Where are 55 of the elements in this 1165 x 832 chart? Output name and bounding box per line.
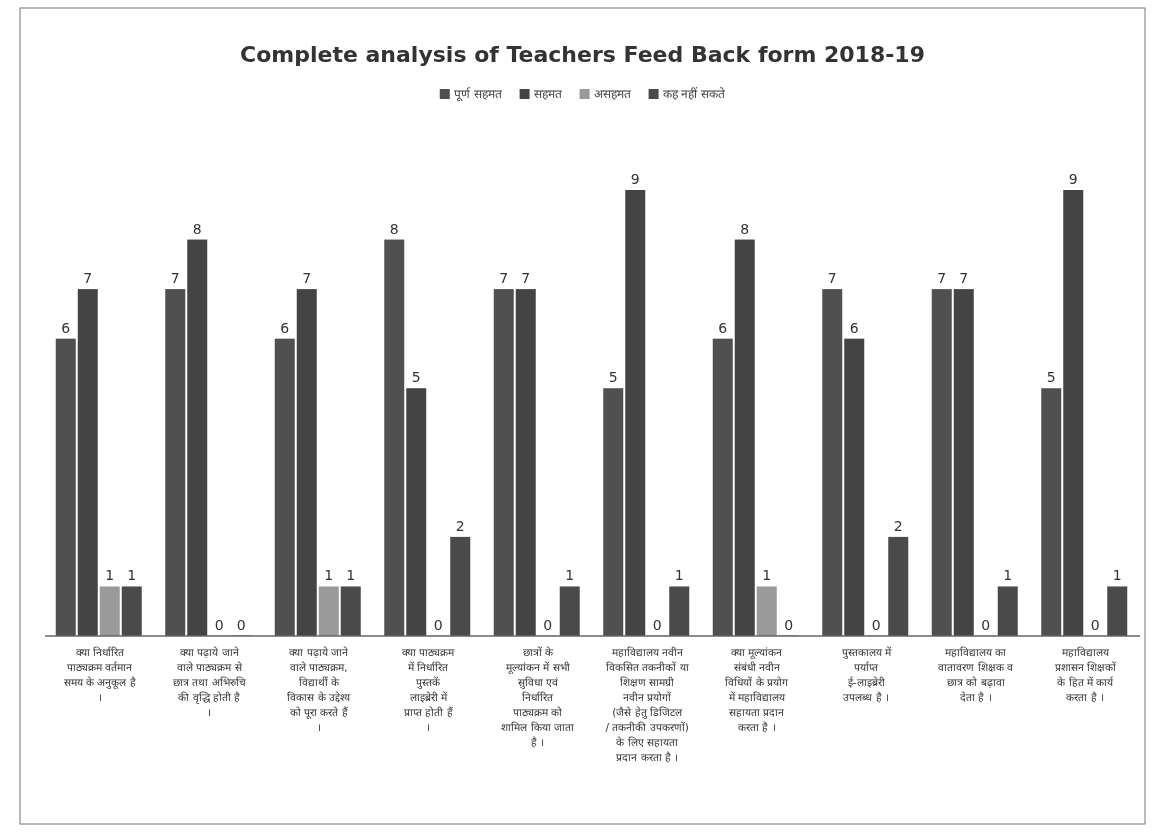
data-label: 7 bbox=[521, 270, 531, 287]
x-tick-label: महाविद्यालय का वातावरण शिक्षक व छात्र को बढ़ावा देता है । bbox=[938, 646, 1014, 703]
data-label: 7 bbox=[302, 270, 312, 287]
data-label: 5 bbox=[608, 369, 618, 386]
data-label: 0 bbox=[784, 617, 794, 633]
data-label: 0 bbox=[652, 617, 662, 633]
x-tick-label: क्या पढ़ाये जाने वाले पाठ्यक्रम से छात्र तथा अभिरुचि की वृद्धि होती है । bbox=[172, 646, 246, 718]
data-label: 9 bbox=[630, 171, 640, 187]
data-label: 0 bbox=[981, 617, 991, 633]
data-label: 2 bbox=[455, 517, 465, 534]
data-label: 7 bbox=[827, 270, 837, 287]
x-tick-label: छात्रों के मूल्यांकन में सभी सुविधा एवं निर्धारित पाठ्यक्रम को शामिल किया जाता है । bbox=[501, 646, 575, 748]
chart-title: Complete analysis of Teachers Feed Back form 2018-19 bbox=[240, 42, 925, 67]
data-label: 1 bbox=[127, 567, 137, 584]
data-label: 0 bbox=[871, 617, 881, 633]
data-label: 0 bbox=[543, 617, 553, 633]
x-tick-label: क्या निर्धारित पाठ्यक्रम वर्तमान समय के अनुकूल है । bbox=[63, 646, 136, 703]
data-label: 7 bbox=[959, 270, 969, 287]
legend-label: असहमत bbox=[593, 87, 632, 101]
data-label: 1 bbox=[1112, 567, 1122, 584]
data-label: 1 bbox=[674, 567, 684, 584]
data-label: 0 bbox=[214, 617, 224, 633]
data-label: 6 bbox=[280, 319, 290, 336]
data-label: 1 bbox=[565, 567, 575, 584]
data-label: 7 bbox=[83, 270, 93, 287]
x-tick-label: क्या पाठ्यक्रम में निर्धारित पुस्तकें लाइब्रेरी में प्राप्त होती हैं । bbox=[402, 646, 456, 733]
data-label: 5 bbox=[411, 369, 421, 386]
data-label: 7 bbox=[499, 270, 509, 287]
legend-label: पूर्ण सहमत bbox=[453, 87, 503, 102]
x-tick-label: क्या मूल्यांकन संबंधी नवीन विधियों के प्रयोग में महाविद्यालय सहायता प्रदान करता है । bbox=[725, 646, 790, 733]
data-label: 1 bbox=[324, 567, 334, 584]
data-label: 1 bbox=[346, 567, 356, 584]
data-label: 1 bbox=[105, 567, 115, 584]
data-label: 6 bbox=[61, 319, 71, 336]
data-label: 7 bbox=[170, 270, 180, 287]
x-tick-label: महाविद्यालय नवीन विकसित तकनीकों या शिक्षण सामग्री नवीन प्रयोगों (जैसे हेतु डिजिटल / तकनीकी उपकरणों) के लिए सहायता प्रदान करता है । bbox=[605, 646, 689, 763]
data-label: 6 bbox=[718, 319, 728, 336]
data-label: 8 bbox=[389, 220, 399, 237]
data-label: 9 bbox=[1068, 171, 1078, 187]
x-tick-label: महाविद्यालय प्रशासन शिक्षकों के हित में कार्य करता है । bbox=[1054, 646, 1116, 703]
x-tick-label: क्या पढ़ाये जाने वाले पाठ्यक्रम, विद्यार्थी के विकास के उद्देश्य को पूरा करते हैं । bbox=[287, 646, 352, 733]
data-label: 0 bbox=[1090, 617, 1100, 633]
legend-label: सहमत bbox=[533, 87, 563, 101]
data-label: 7 bbox=[937, 270, 947, 287]
x-tick-label: पुस्तकालय में पर्याप्त ई-लाइब्रेरी उपलब्ध है । bbox=[841, 646, 892, 703]
legend-label: कह नहीं सकते bbox=[662, 87, 727, 101]
data-label: 1 bbox=[762, 567, 772, 584]
data-label: 0 bbox=[433, 617, 443, 633]
data-label: 1 bbox=[1003, 567, 1013, 584]
data-label: 6 bbox=[849, 319, 859, 336]
data-label: 0 bbox=[236, 617, 246, 633]
data-label: 8 bbox=[740, 220, 750, 237]
data-label: 2 bbox=[893, 517, 903, 534]
data-label: 8 bbox=[192, 220, 202, 237]
data-label: 5 bbox=[1046, 369, 1056, 386]
